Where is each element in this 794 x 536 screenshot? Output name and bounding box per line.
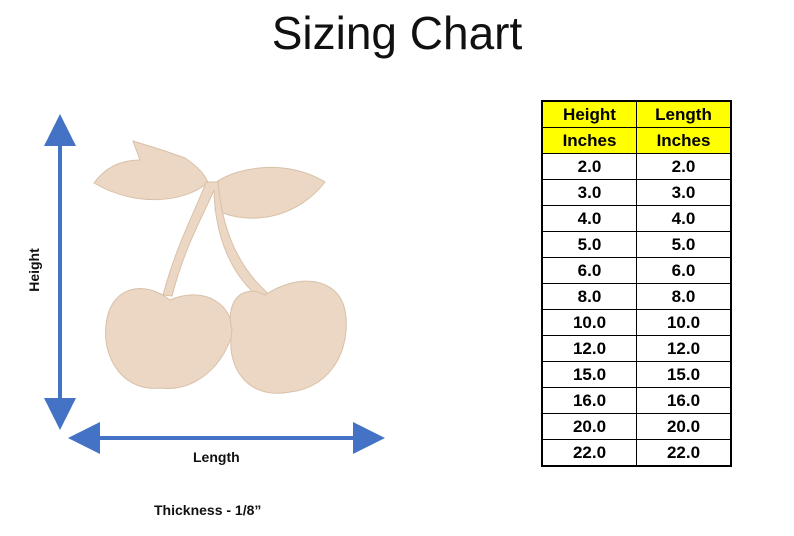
cell: 6.0 <box>541 257 637 284</box>
table-row: 16.0 16.0 <box>541 387 732 414</box>
cell: 2.0 <box>541 153 637 180</box>
table-row: 22.0 22.0 <box>541 439 732 467</box>
cell: 20.0 <box>636 413 732 440</box>
table-row: 4.0 4.0 <box>541 205 732 232</box>
table-row: 3.0 3.0 <box>541 179 732 206</box>
cell: 4.0 <box>636 205 732 232</box>
cell: 10.0 <box>541 309 637 336</box>
table-row: 8.0 8.0 <box>541 283 732 310</box>
cell: 6.0 <box>636 257 732 284</box>
header-cell: Height <box>541 100 637 128</box>
cell: 20.0 <box>541 413 637 440</box>
table-row: 5.0 5.0 <box>541 231 732 258</box>
cell: 10.0 <box>636 309 732 336</box>
cell: 12.0 <box>636 335 732 362</box>
cell: 16.0 <box>541 387 637 414</box>
height-label: Height <box>25 248 42 292</box>
cell: 4.0 <box>541 205 637 232</box>
size-table: Height Length Inches Inches 2.0 2.0 3.0 3.0 4.0 4… <box>541 100 732 467</box>
thickness-label: Thickness - 1/8” <box>154 502 262 518</box>
header-cell: Length <box>636 100 732 128</box>
cell: 15.0 <box>636 361 732 388</box>
table-row: 2.0 2.0 <box>541 153 732 180</box>
cell: 22.0 <box>541 439 637 467</box>
table-row: 12.0 12.0 <box>541 335 732 362</box>
length-label: Length <box>193 449 240 465</box>
table-row: 20.0 20.0 <box>541 413 732 440</box>
cell: 8.0 <box>636 283 732 310</box>
header-cell: Inches <box>541 127 637 154</box>
table-row: 6.0 6.0 <box>541 257 732 284</box>
cell: 2.0 <box>636 153 732 180</box>
cell: 8.0 <box>541 283 637 310</box>
cell: 15.0 <box>541 361 637 388</box>
table-row: 15.0 15.0 <box>541 361 732 388</box>
table-row: 10.0 10.0 <box>541 309 732 336</box>
header-row: Height Length <box>541 100 732 128</box>
cell: 5.0 <box>541 231 637 258</box>
cell: 3.0 <box>541 179 637 206</box>
cell: 16.0 <box>636 387 732 414</box>
cell: 12.0 <box>541 335 637 362</box>
header-row: Inches Inches <box>541 127 732 154</box>
cherry <box>93 140 347 394</box>
title: Sizing Chart <box>271 7 523 59</box>
cell: 22.0 <box>636 439 732 467</box>
cell: 3.0 <box>636 179 732 206</box>
header-cell: Inches <box>636 127 732 154</box>
cell: 5.0 <box>636 231 732 258</box>
